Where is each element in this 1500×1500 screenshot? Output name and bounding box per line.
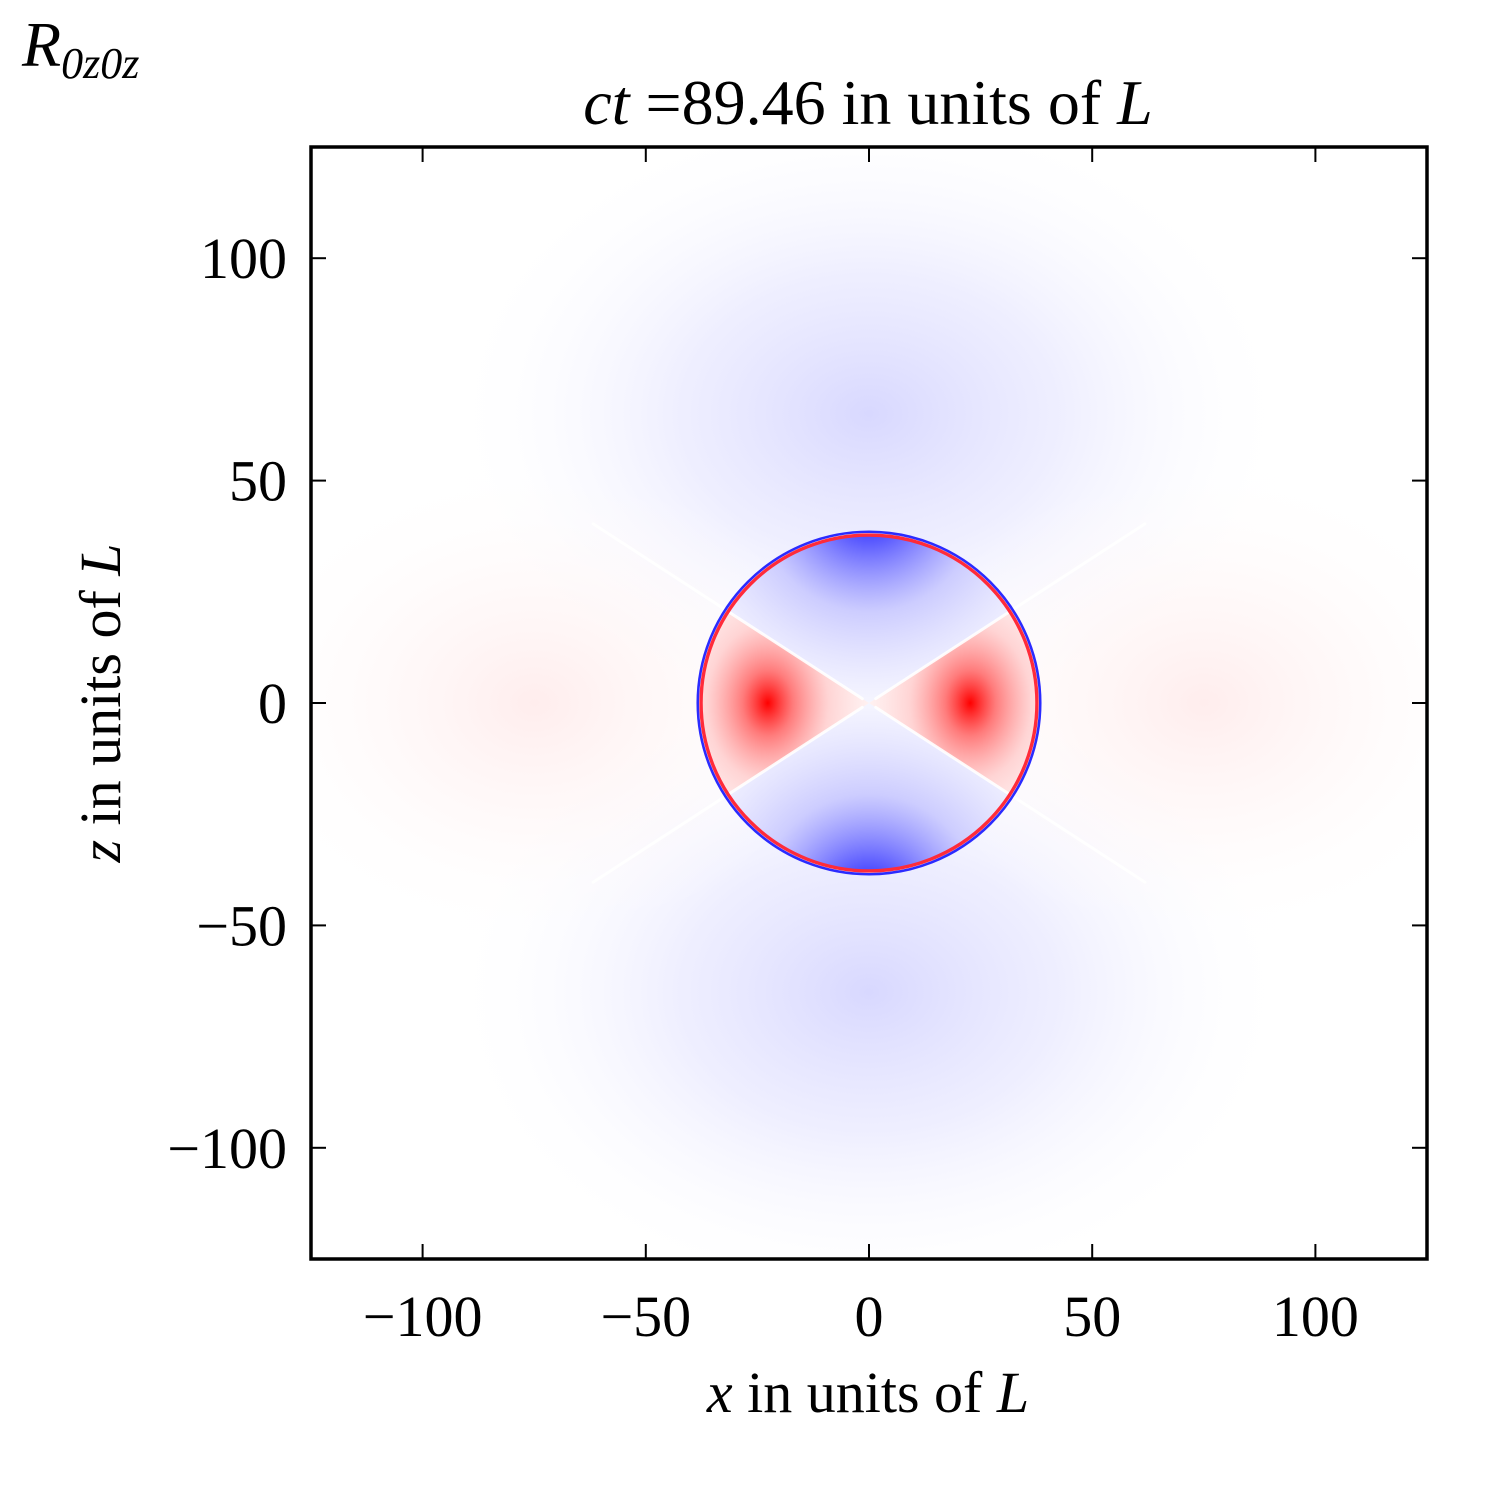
y-tick-label: 100 <box>200 226 287 291</box>
y-tick-label: −100 <box>167 1116 287 1181</box>
wavefront-ring-blue <box>696 530 1042 876</box>
y-tick-label: −50 <box>196 893 287 958</box>
wedge-blue-upper <box>700 534 1038 703</box>
heatmap-field <box>311 147 1427 1259</box>
wedge-red-left <box>700 571 869 835</box>
quantity-label: R0z0z <box>21 9 139 88</box>
x-tick-labels: −100 −50 0 50 100 <box>363 1284 1359 1349</box>
wedge-red-right <box>869 571 1038 835</box>
x-tick-label: 50 <box>1063 1284 1121 1349</box>
wedge-blue-lower <box>700 703 1038 872</box>
x-tick-label: −100 <box>363 1284 483 1349</box>
lobe-red-left-outer <box>311 457 847 949</box>
inner-field <box>700 534 1038 872</box>
x-tick-label: 0 <box>855 1284 884 1349</box>
axis-ticks <box>311 147 1427 1259</box>
x-axis-label: x in units of L <box>706 1360 1029 1425</box>
y-tick-labels: −100 −50 0 50 100 <box>167 226 287 1181</box>
y-axis-label: z in units of L <box>68 543 133 863</box>
wavefront-ring-red <box>699 533 1039 873</box>
y-tick-label: 0 <box>258 671 287 736</box>
y-tick-label: 50 <box>229 449 287 514</box>
quantity-subscript: 0z0z <box>61 39 139 88</box>
x-tick-label: 100 <box>1272 1284 1359 1349</box>
outer-field <box>311 147 1427 1259</box>
x-tick-label: −50 <box>600 1284 691 1349</box>
lobe-red-right-outer <box>891 457 1427 949</box>
chart-title: ct =89.46 in units of L <box>583 67 1152 138</box>
